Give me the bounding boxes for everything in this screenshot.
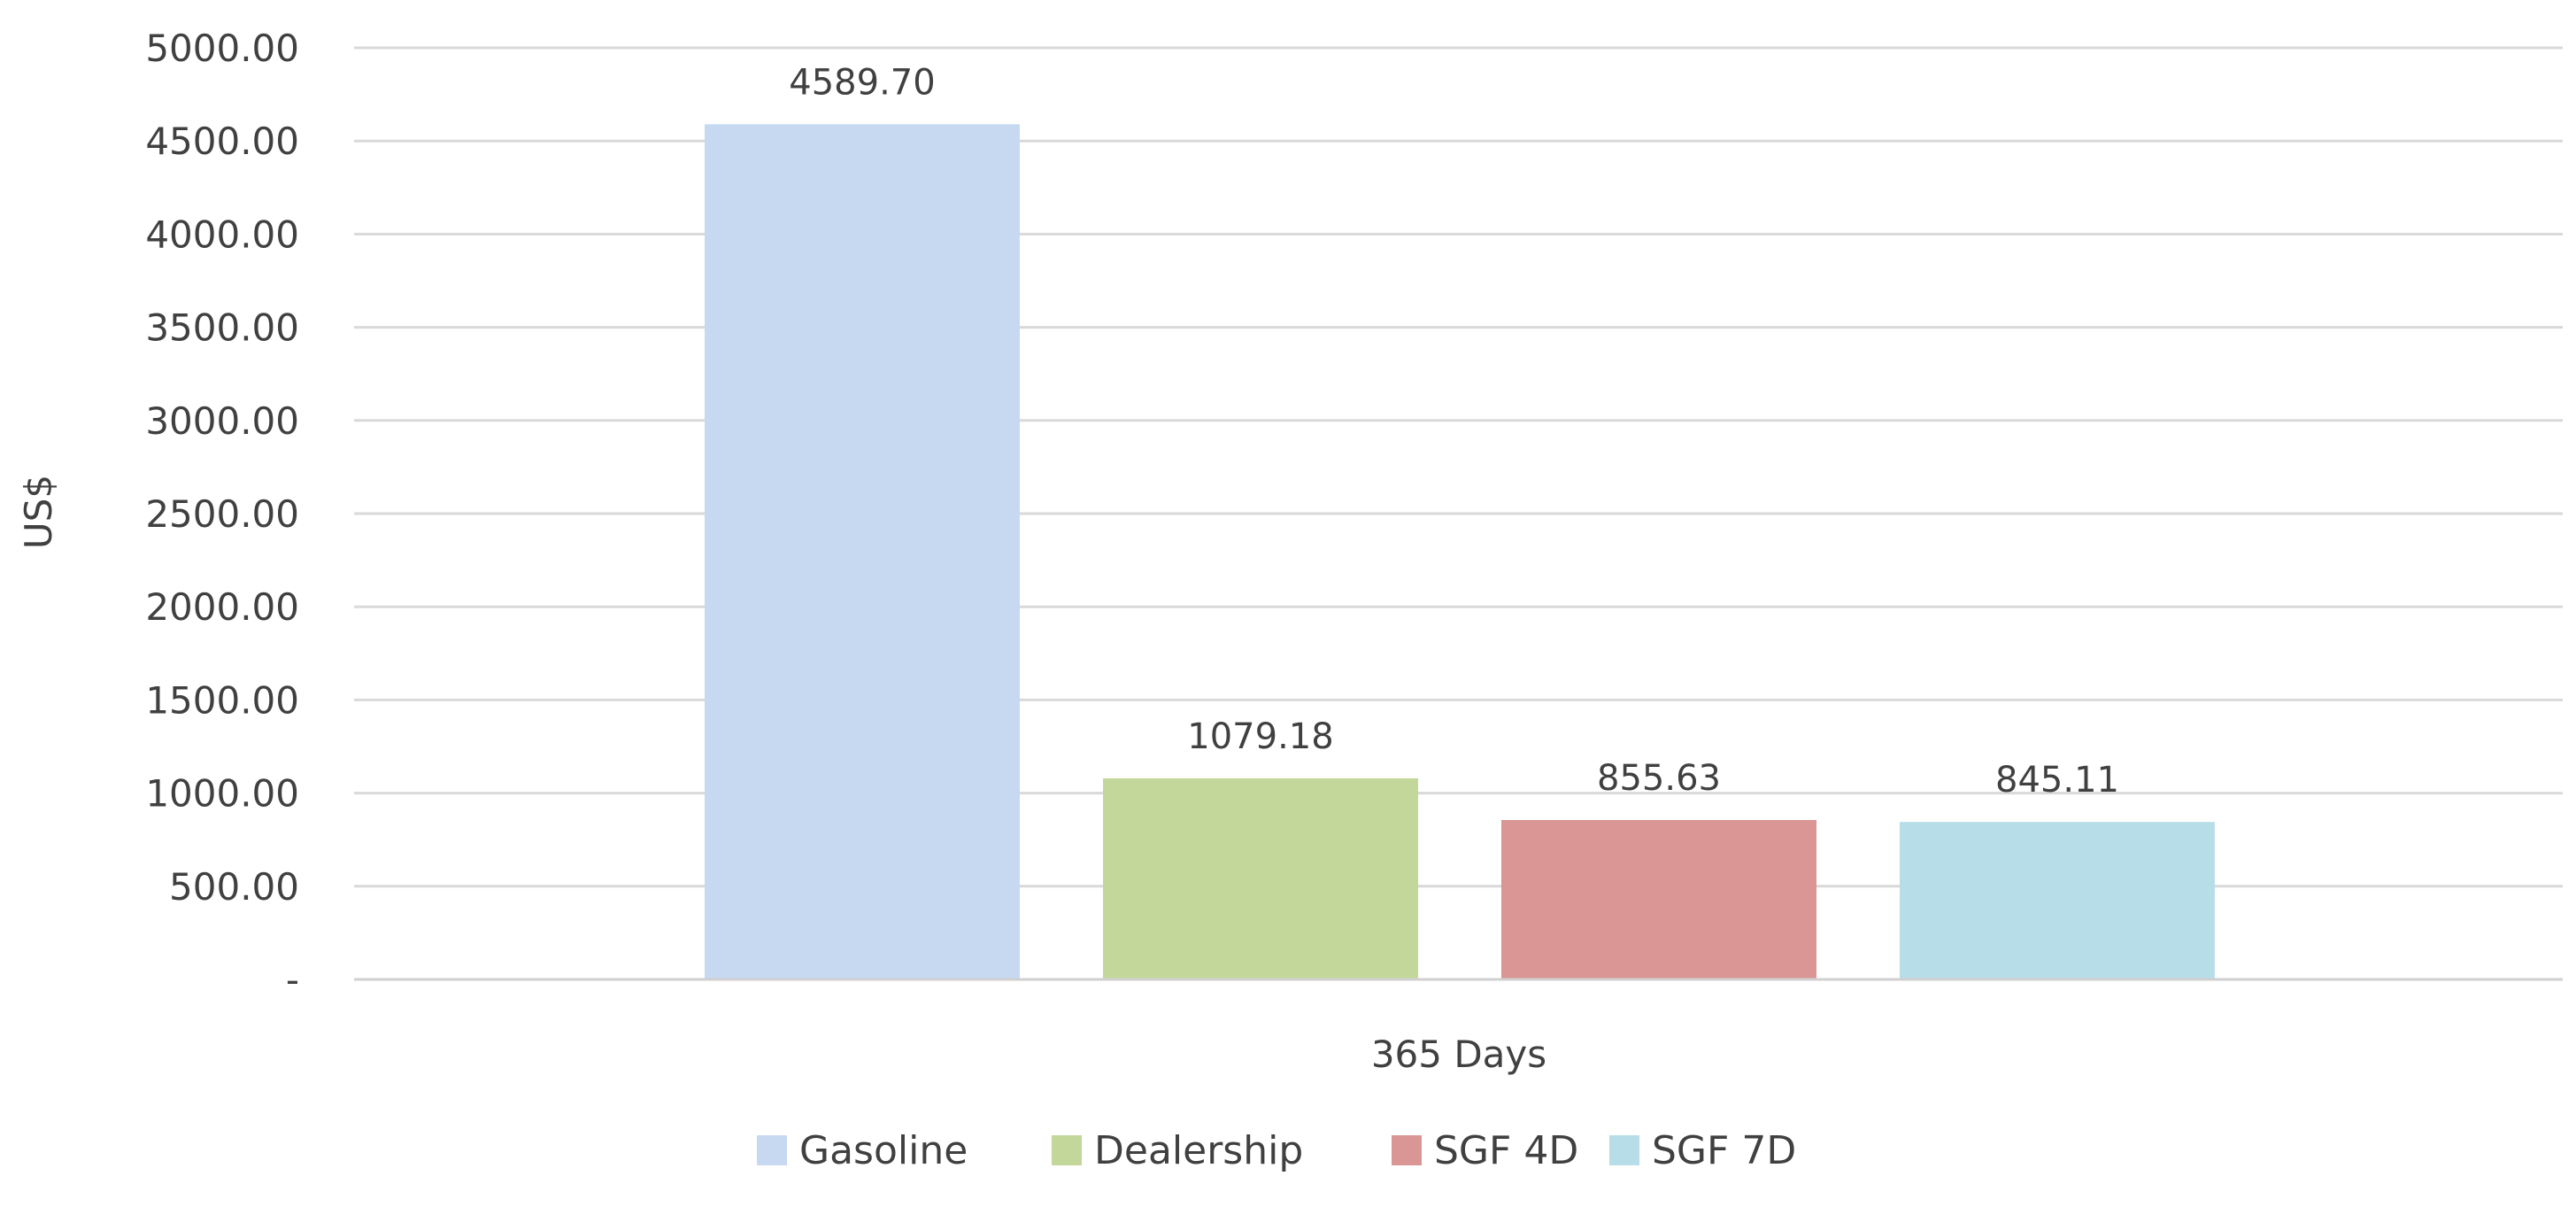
legend-label-sgf-4d: SGF 4D (1434, 1128, 1578, 1173)
legend-label-sgf-7d: SGF 7D (1652, 1128, 1796, 1173)
bar-sgf-7d (1900, 822, 2215, 979)
data-label-dealership: 1079.18 (1187, 716, 1333, 757)
data-label-gasoline: 4589.70 (789, 62, 935, 103)
legend: Gasoline Dealership SGF 4D SGF 7D (757, 1128, 1796, 1173)
legend-swatch-dealership (1052, 1135, 1082, 1165)
y-tick-label: 3500.00 (145, 306, 299, 350)
y-tick-label: 2000.00 (145, 585, 299, 629)
y-tick-label: 4000.00 (145, 213, 299, 256)
x-axis-categories: 365 Days (1371, 1033, 1546, 1076)
bar-sgf-4d (1501, 819, 1816, 979)
y-tick-label: 5000.00 (145, 27, 299, 70)
y-tick-label: 1500.00 (145, 678, 299, 722)
bars (705, 124, 2215, 979)
legend-swatch-sgf-7d (1609, 1135, 1639, 1165)
bar-dealership (1103, 778, 1418, 979)
data-label-sgf-4d: 855.63 (1597, 758, 1721, 799)
data-label-sgf-7d: 845.11 (1995, 760, 2119, 801)
y-tick-label: - (286, 958, 299, 1002)
legend-label-gasoline: Gasoline (799, 1128, 968, 1173)
y-tick-label: 500.00 (169, 865, 299, 909)
legend-swatch-sgf-4d (1392, 1135, 1422, 1165)
y-tick-label: 2500.00 (145, 492, 299, 536)
y-tick-label: 3000.00 (145, 399, 299, 443)
y-axis-ticks: - 500.00 1000.00 1500.00 2000.00 2500.00 3000.… (145, 27, 299, 1002)
legend-swatch-gasoline (757, 1135, 787, 1165)
y-tick-label: 1000.00 (145, 772, 299, 816)
y-axis-title: US$ (17, 475, 60, 549)
legend-label-dealership: Dealership (1094, 1128, 1303, 1173)
x-category-label: 365 Days (1371, 1033, 1546, 1076)
bar-gasoline (705, 124, 1020, 979)
y-tick-label: 4500.00 (145, 120, 299, 163)
data-labels: 4589.70 1079.18 855.63 845.11 (789, 62, 2119, 801)
gridlines (354, 46, 2563, 888)
